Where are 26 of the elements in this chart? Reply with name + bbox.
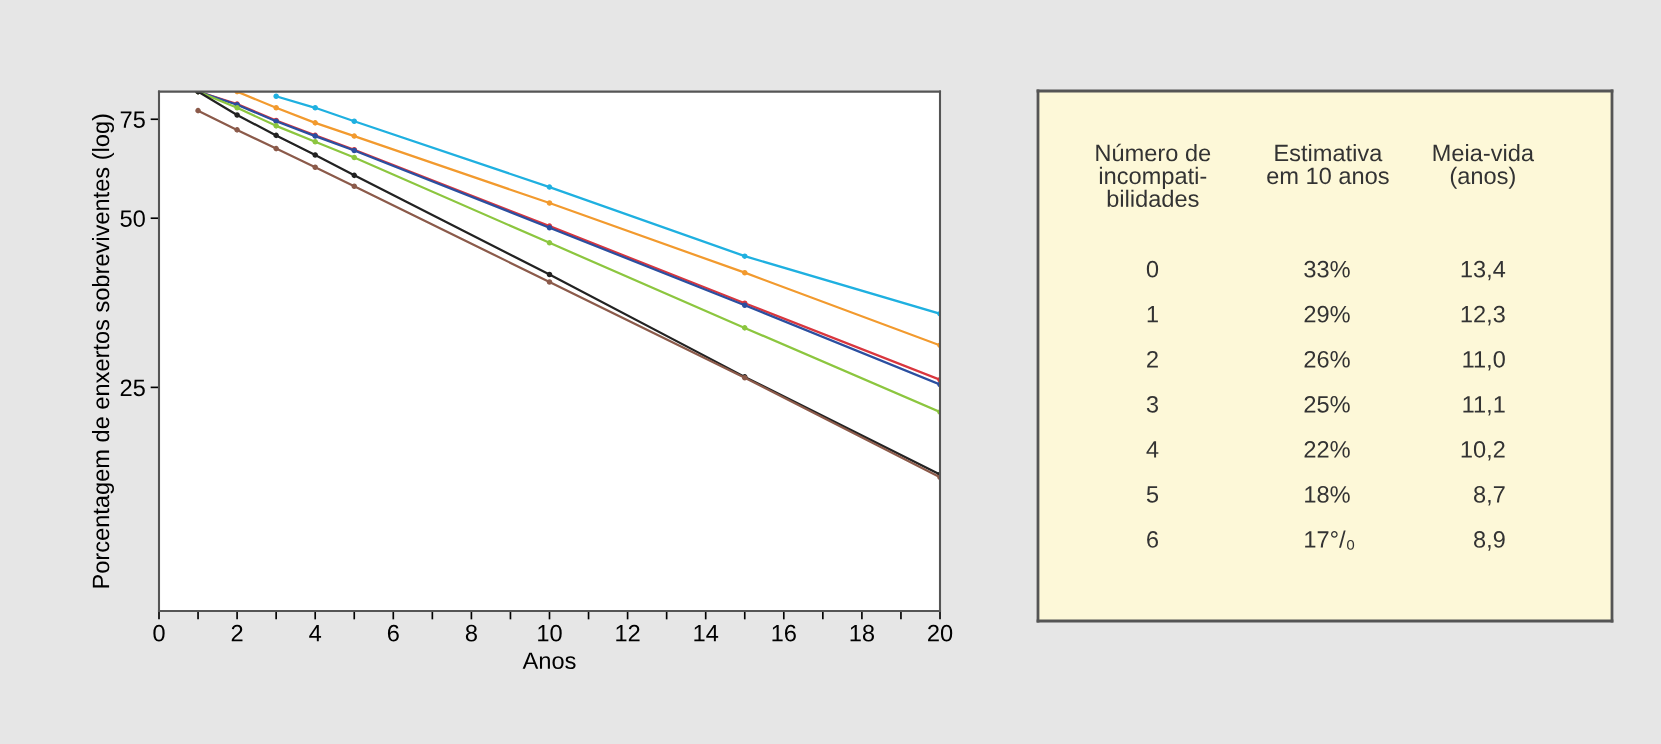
x-tick-label: 18 bbox=[850, 624, 875, 642]
x-tick-label: 14 bbox=[694, 625, 719, 642]
text: 5 18% 8,7 bbox=[1146, 486, 1505, 506]
x-tick-label: 6 bbox=[387, 624, 399, 642]
y-axis-title: Porcentagem de enxertos sobreviventes (log) bbox=[91, 114, 114, 588]
x-axis-title: Anos bbox=[522, 652, 576, 670]
text: Número de incompati- bilidades bbox=[1096, 143, 1211, 208]
x-tick-label: 16 bbox=[772, 624, 796, 642]
text: Estimativa em 10 anos bbox=[1267, 144, 1389, 185]
x-tick-label: 12 bbox=[616, 624, 640, 642]
x-tick-label: 4 bbox=[309, 625, 322, 642]
x-tick-label: 10 bbox=[538, 624, 562, 642]
text: 4 22% 10,2 bbox=[1146, 441, 1505, 461]
text: 3 25% 11,1 bbox=[1146, 395, 1505, 416]
y-tick-label: 25 bbox=[120, 379, 145, 397]
text: 1 29% 12,3 bbox=[1147, 305, 1505, 326]
y-tick-label: 75 bbox=[120, 111, 145, 129]
x-tick-label: 8 bbox=[465, 624, 477, 642]
x-tick-label: 2 bbox=[231, 624, 243, 642]
text: 6 17°/₀ 8,9 bbox=[1147, 530, 1505, 551]
text: Meia-vida (anos) bbox=[1433, 144, 1535, 189]
text: 0 33% 13,4 bbox=[1146, 260, 1506, 281]
text: 2 26% 11,0 bbox=[1147, 350, 1505, 371]
x-tick-label: 20 bbox=[928, 624, 953, 642]
x-tick-label: 0 bbox=[153, 624, 165, 642]
y-tick-label: 50 bbox=[120, 210, 145, 227]
